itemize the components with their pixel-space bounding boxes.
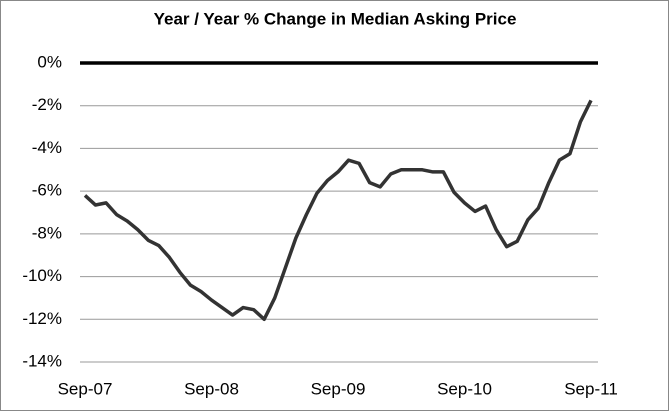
y-tick-label: -10%: [22, 266, 62, 285]
x-tick-label: Sep-11: [564, 379, 618, 398]
x-tick-label: Sep-10: [437, 379, 492, 398]
y-tick-label: -14%: [22, 351, 62, 370]
y-tick-label: -2%: [32, 95, 62, 114]
y-tick-label: 0%: [37, 52, 62, 71]
x-tick-label: Sep-09: [311, 379, 366, 398]
x-tick-label: Sep-08: [184, 379, 239, 398]
y-tick-label: -8%: [32, 223, 62, 242]
x-tick-label: Sep-07: [58, 379, 113, 398]
y-tick-label: -6%: [32, 181, 62, 200]
y-tick-label: -4%: [32, 138, 62, 157]
line-series: [83, 99, 593, 322]
chart-title: Year / Year % Change in Median Asking Pr…: [154, 9, 517, 28]
y-tick-label: -12%: [22, 309, 62, 328]
